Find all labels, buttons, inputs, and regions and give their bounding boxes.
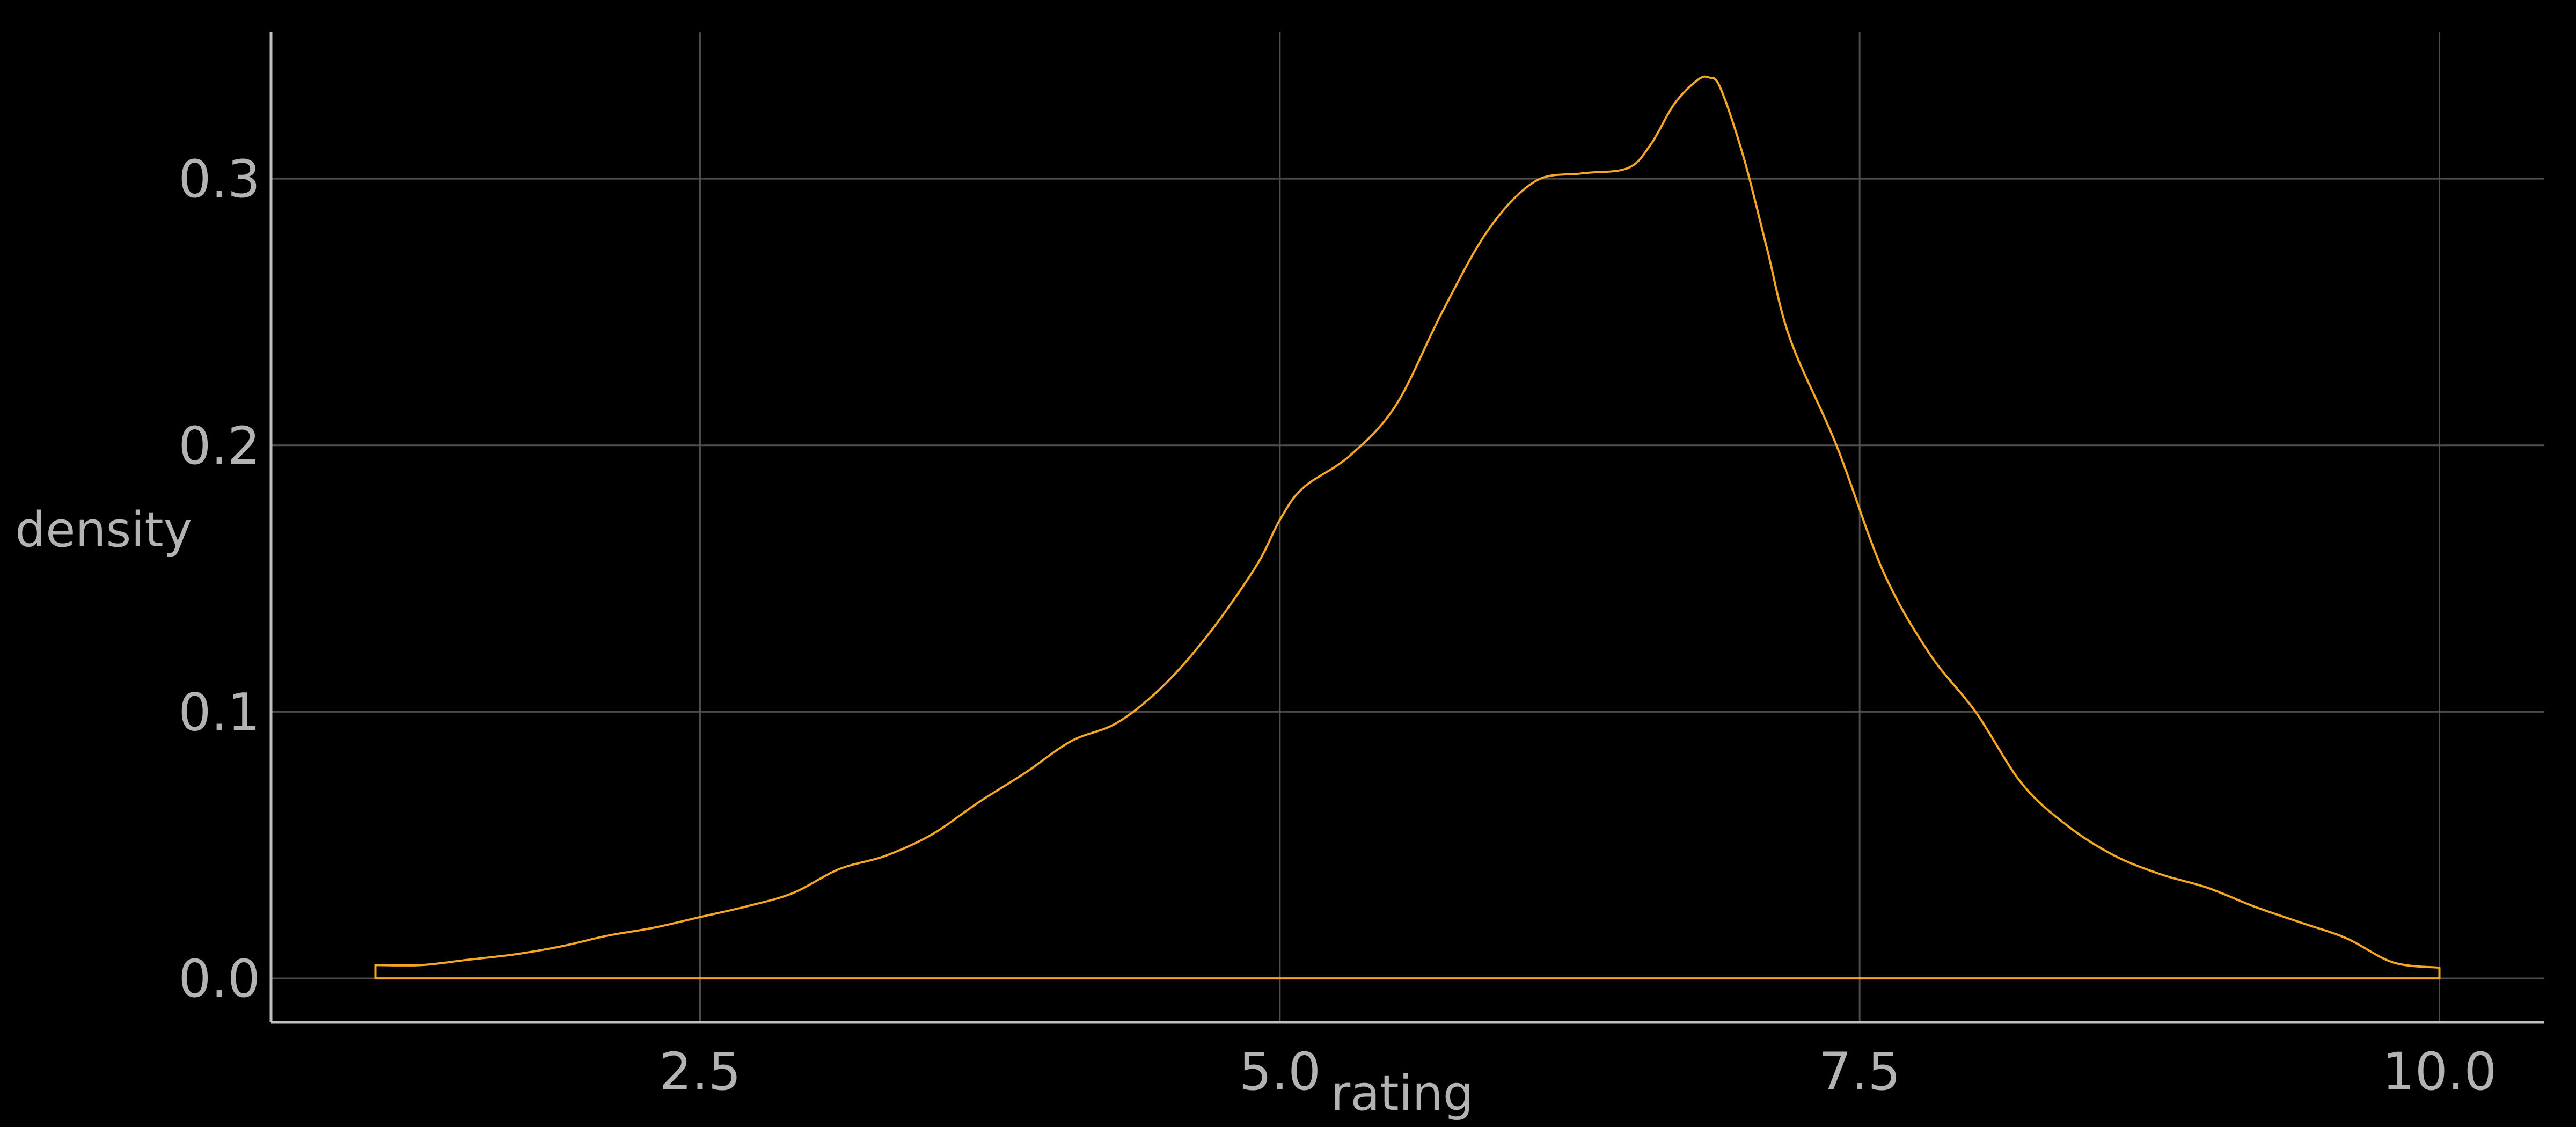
x-tick-label: 10.0 bbox=[2382, 1042, 2497, 1102]
x-axis-title: rating bbox=[1330, 1065, 1474, 1122]
y-tick-label: 0.2 bbox=[178, 416, 260, 476]
x-tick-label: 5.0 bbox=[1239, 1042, 1321, 1102]
x-tick-labels: 2.5 5.0 7.5 10.0 bbox=[659, 1042, 2497, 1102]
y-tick-label: 0.1 bbox=[178, 682, 260, 742]
x-gridlines bbox=[699, 32, 2441, 1022]
y-tick-label: 0.0 bbox=[178, 949, 260, 1009]
x-tick-label: 7.5 bbox=[1819, 1042, 1901, 1102]
y-tick-label: 0.3 bbox=[178, 149, 260, 209]
density-curve bbox=[374, 75, 2441, 980]
x-tick-label: 2.5 bbox=[659, 1042, 741, 1102]
density-series bbox=[374, 75, 2441, 980]
y-axis-title: density bbox=[15, 502, 192, 558]
y-tick-labels: 0.0 0.1 0.2 0.3 bbox=[178, 149, 260, 1009]
